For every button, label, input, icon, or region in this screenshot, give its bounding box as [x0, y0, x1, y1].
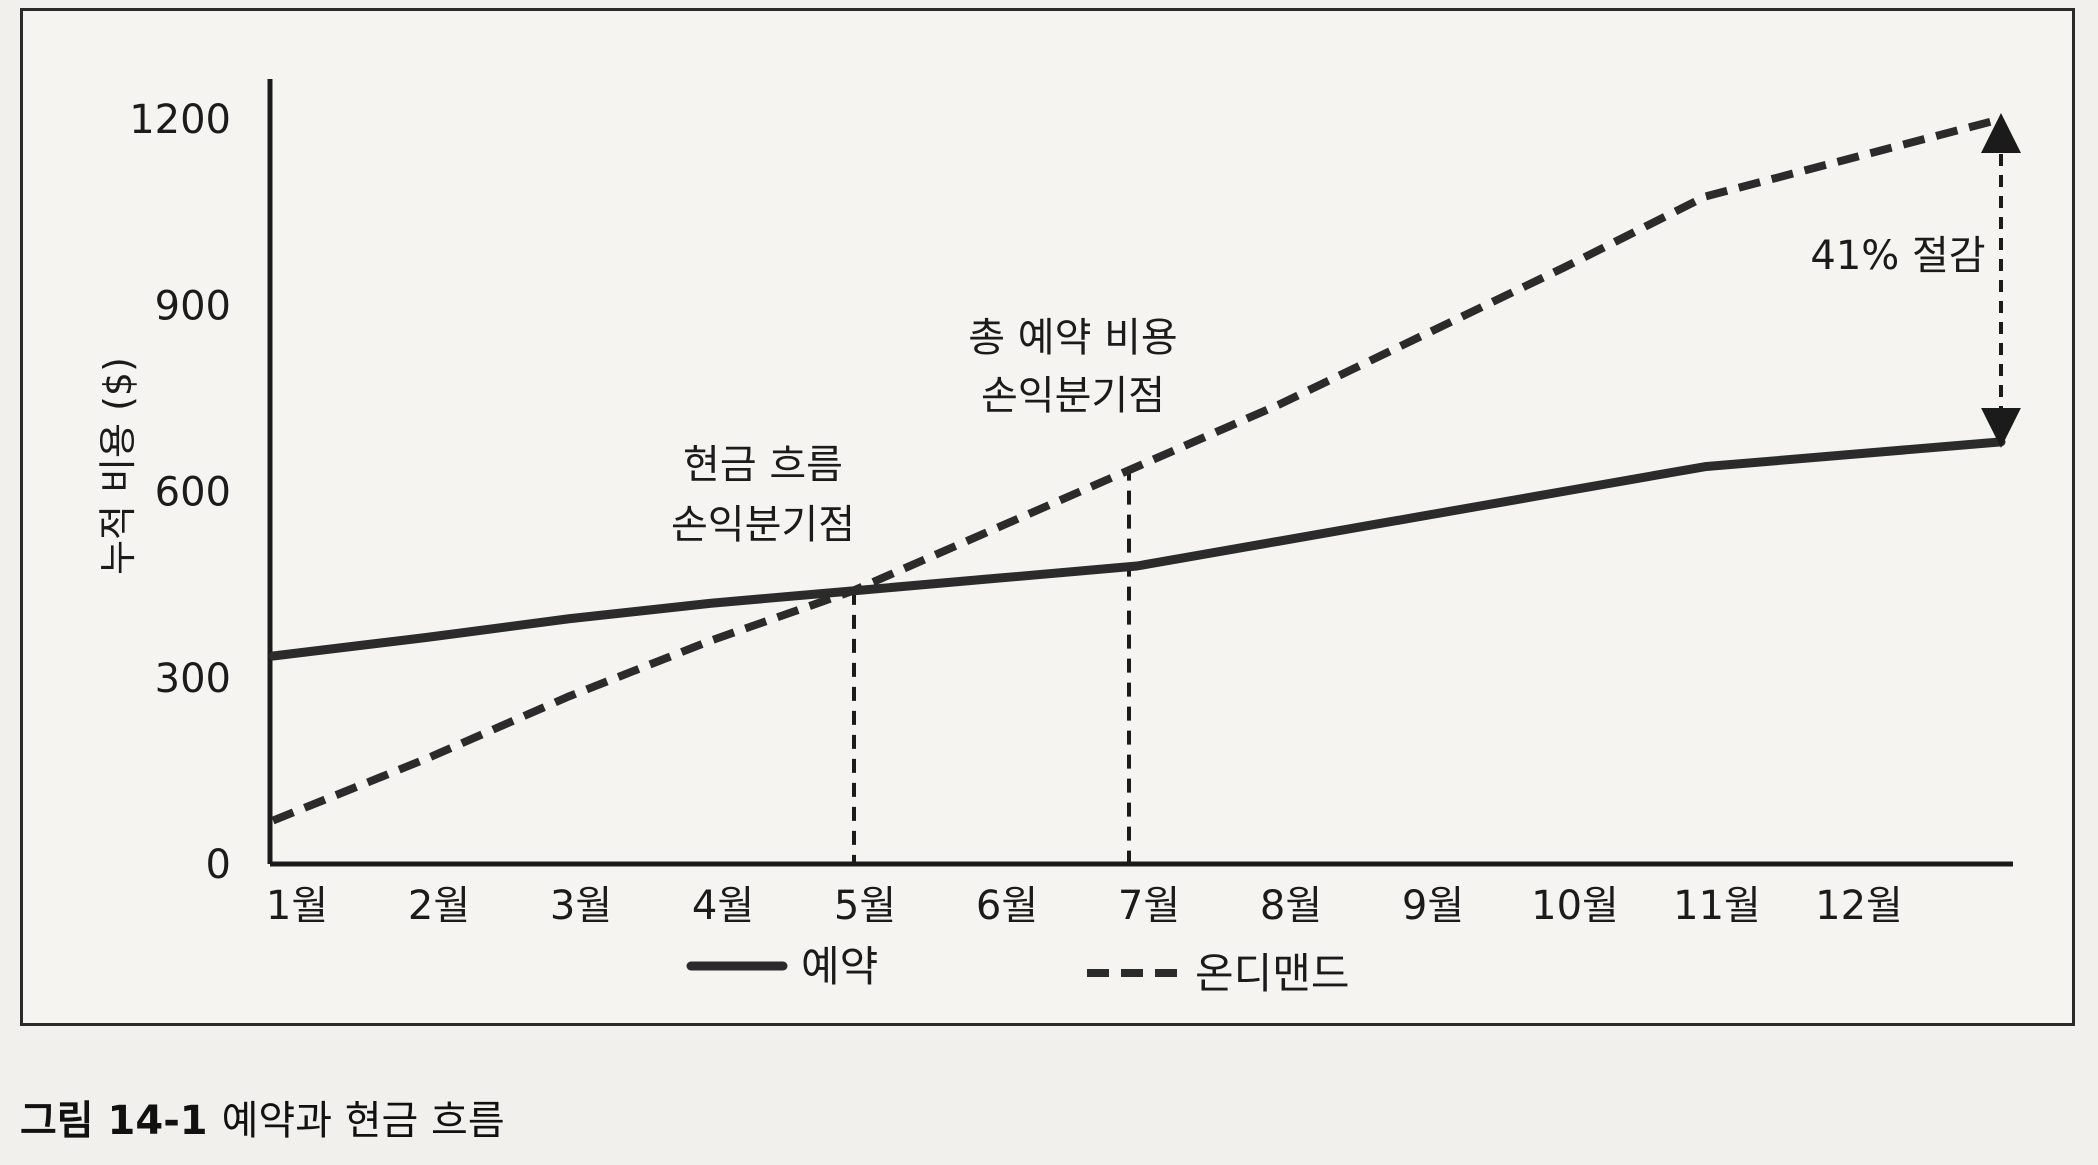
x-tick-labels: 1월 2월 3월 4월 5월 6월 7월 8월 9월 10월 11월 12월: [266, 883, 1903, 929]
legend-label-on-demand: 온디맨드: [1195, 949, 1350, 998]
figure-caption-text: 예약과 현금 흐름: [222, 1098, 505, 1144]
figure-caption: 그림 14-1 예약과 현금 흐름: [20, 1088, 505, 1146]
figure-number: 그림 14-1: [20, 1098, 208, 1144]
legend: 예약 온디맨드: [691, 942, 1350, 998]
y-tick-label: 900: [155, 283, 231, 329]
x-tick-label: 10월: [1531, 883, 1619, 929]
figure-frame: 누적 비용 ($) 0 300 600 900 1200 1월 2월 3월 4월 5월 6월 7월 8…: [20, 8, 2075, 1026]
y-tick-label: 0: [206, 842, 231, 888]
x-tick-label: 9월: [1402, 883, 1464, 929]
x-tick-label: 3월: [550, 883, 612, 929]
x-tick-label: 12월: [1815, 883, 1903, 929]
y-tick-labels: 0 300 600 900 1200: [129, 97, 231, 888]
annotation-total-line2: 손익분기점: [981, 373, 1165, 419]
series-line-reserved: [273, 442, 2001, 656]
legend-label-reserved: 예약: [801, 942, 878, 991]
chart: 누적 비용 ($) 0 300 600 900 1200 1월 2월 3월 4월 5월 6월 7월 8…: [23, 11, 2078, 1029]
x-tick-label: 5월: [834, 883, 896, 929]
y-tick-label: 300: [155, 656, 231, 702]
x-tick-label: 4월: [692, 883, 754, 929]
x-tick-label: 11월: [1673, 883, 1761, 929]
x-tick-label: 7월: [1118, 883, 1180, 929]
annotation-savings: 41% 절감: [1810, 233, 1985, 279]
y-axis-label: 누적 비용 ($): [96, 357, 140, 575]
annotation-total-line1: 총 예약 비용: [968, 315, 1177, 361]
x-tick-label: 2월: [408, 883, 470, 929]
series-line-on-demand: [273, 119, 2001, 821]
x-tick-label: 8월: [1260, 883, 1322, 929]
annotation-cash-flow-line2: 손익분기점: [671, 502, 855, 548]
y-tick-label: 1200: [129, 97, 231, 143]
y-tick-label: 600: [155, 470, 231, 516]
x-tick-label: 1월: [266, 883, 328, 929]
annotation-cash-flow-line1: 현금 흐름: [683, 442, 843, 488]
x-tick-label: 6월: [976, 883, 1038, 929]
